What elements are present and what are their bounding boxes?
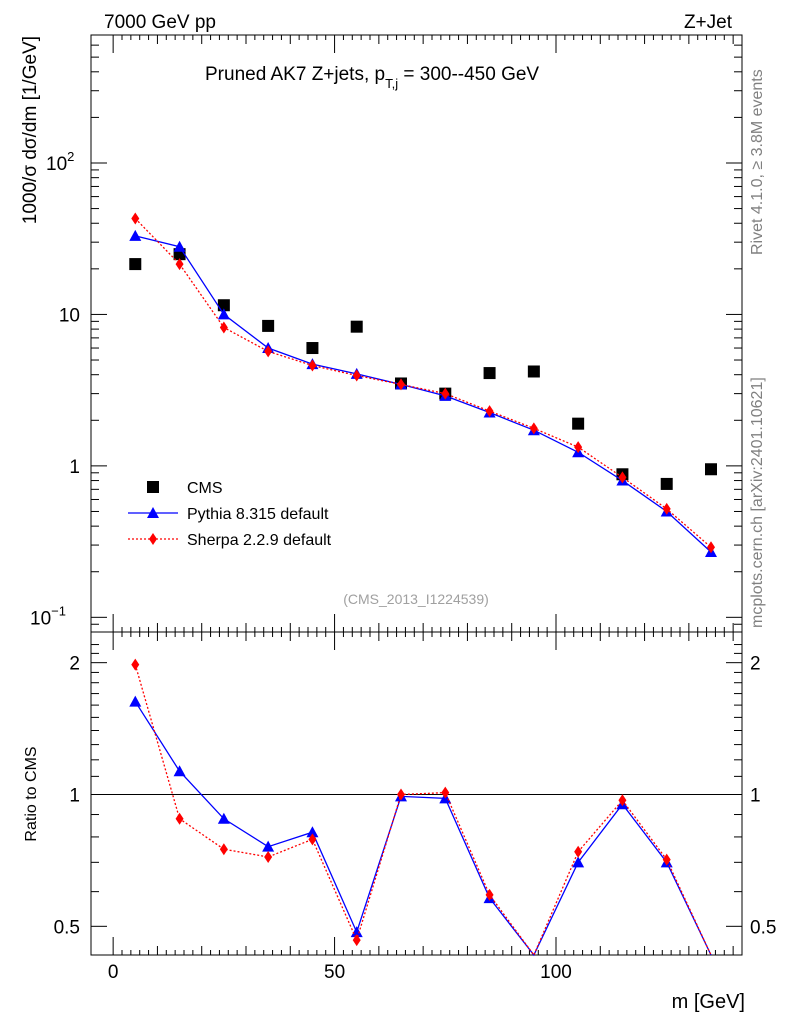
legend-marker-pythia xyxy=(147,507,159,518)
legend-label-cms: CMS xyxy=(187,480,223,497)
pythia-main-line xyxy=(135,235,712,553)
sherpa-ratio-point xyxy=(131,658,140,671)
plot-title-main: Pruned AK7 Z+jets, p xyxy=(205,64,385,85)
pythia-ratio-point xyxy=(306,826,319,838)
cms-main-point xyxy=(660,477,673,490)
x-tick-label: 50 xyxy=(324,962,345,983)
ratio-y-tick-label: 2 xyxy=(69,654,80,675)
sherpa-ratio-line xyxy=(134,664,712,957)
ratio-y-tick-label: 1 xyxy=(69,785,80,806)
main-y-tick-label: 102 xyxy=(46,149,74,175)
sherpa-main-point xyxy=(707,541,715,554)
sherpa-main-point xyxy=(264,345,273,358)
sherpa-main-point xyxy=(131,212,140,225)
sherpa-main-point xyxy=(219,321,228,334)
x-tick-label: 100 xyxy=(540,962,572,983)
analysis-watermark: (CMS_2013_I1224539) xyxy=(343,591,489,607)
legend-label-pythia: Pythia 8.315 default xyxy=(187,506,329,523)
pythia-ratio-point xyxy=(217,812,230,824)
main-y-tick-label: 10 xyxy=(59,305,80,326)
mcplots-label: mcplots.cern.ch [arXiv:2401.10621] xyxy=(749,377,766,628)
header-right: Z+Jet xyxy=(684,12,733,33)
cms-main-point xyxy=(483,367,496,380)
cms-main-point xyxy=(572,417,585,430)
sherpa-ratio-point xyxy=(219,843,228,856)
main-y-tick-label: 1 xyxy=(69,457,80,478)
cms-main-point xyxy=(705,463,717,476)
plot-title-rest: = 300--450 GeV xyxy=(398,64,539,85)
sherpa-ratio-point xyxy=(397,788,405,801)
cms-main-point xyxy=(350,320,363,333)
sherpa-ratio-point xyxy=(574,845,583,858)
ratio-y-tick-label-right: 2 xyxy=(750,654,761,675)
pythia-ratio-line xyxy=(134,701,712,957)
cms-main-point xyxy=(306,342,319,355)
ratio-y-tick-label: 0.5 xyxy=(54,917,80,938)
sherpa-main-point xyxy=(529,422,538,435)
sherpa-main-point xyxy=(175,258,184,271)
sherpa-main-point xyxy=(352,369,361,382)
cms-main-point xyxy=(527,365,540,378)
sherpa-main-point xyxy=(485,405,494,418)
sherpa-ratio-point xyxy=(308,833,317,846)
legend-marker-cms xyxy=(147,481,159,493)
pythia-main-point xyxy=(173,240,186,252)
ratio-y-tick-label-right: 1 xyxy=(750,785,761,806)
plot-title: Pruned AK7 Z+jets, pT,j = 300--450 GeV xyxy=(205,64,539,91)
sherpa-ratio-point xyxy=(441,786,450,799)
sherpa-main-point xyxy=(308,359,317,372)
sherpa-main-point xyxy=(618,471,627,484)
header-left: 7000 GeV pp xyxy=(104,12,216,33)
sherpa-ratio-point xyxy=(618,794,627,807)
plot-title-sub: T,j xyxy=(385,76,398,91)
data-series xyxy=(91,212,742,957)
sherpa-ratio-point xyxy=(352,934,361,947)
ratio-y-axis-label: Ratio to CMS xyxy=(23,746,40,841)
pythia-ratio-point xyxy=(572,856,585,868)
legend-marker-sherpa xyxy=(149,533,157,545)
sherpa-main-point xyxy=(574,441,583,454)
pythia-ratio-point xyxy=(262,840,275,852)
cms-main-point xyxy=(262,319,275,332)
sherpa-main-line xyxy=(134,218,712,548)
x-axis-label: m [GeV] xyxy=(672,991,745,1013)
cms-main-point xyxy=(217,299,230,312)
axis-ticks: 10−1 1 10 102 0.5 0.5 1 1 2 2 0 50 100 xyxy=(30,34,776,983)
sherpa-main-point xyxy=(397,378,405,391)
ratio-panel-frame xyxy=(90,631,743,956)
sherpa-main-point xyxy=(441,387,450,400)
sherpa-main-point xyxy=(662,502,671,515)
rivet-version-label: Rivet 4.1.0, ≥ 3.8M events xyxy=(749,69,766,255)
pythia-main-point xyxy=(129,229,142,241)
legend: CMS Pythia 8.315 default Sherpa 2.2.9 defa… xyxy=(128,480,332,549)
pythia-ratio-point xyxy=(350,926,363,938)
sherpa-ratio-point xyxy=(662,853,671,866)
pythia-ratio-point xyxy=(129,695,142,707)
sherpa-ratio-point xyxy=(485,888,494,901)
main-y-tick-label: 10−1 xyxy=(30,603,66,629)
x-tick-label: 0 xyxy=(108,962,119,983)
main-y-axis-label: 1000/σ dσ/dm [1/GeV] xyxy=(20,36,41,224)
cms-main-point xyxy=(129,258,142,271)
sherpa-ratio-point xyxy=(264,850,273,863)
pythia-ratio-point xyxy=(173,765,186,777)
ratio-y-tick-label-right: 0.5 xyxy=(750,917,776,938)
pythia-main-point xyxy=(217,308,230,320)
sherpa-ratio-point xyxy=(175,812,184,825)
legend-label-sherpa: Sherpa 2.2.9 default xyxy=(187,532,332,549)
